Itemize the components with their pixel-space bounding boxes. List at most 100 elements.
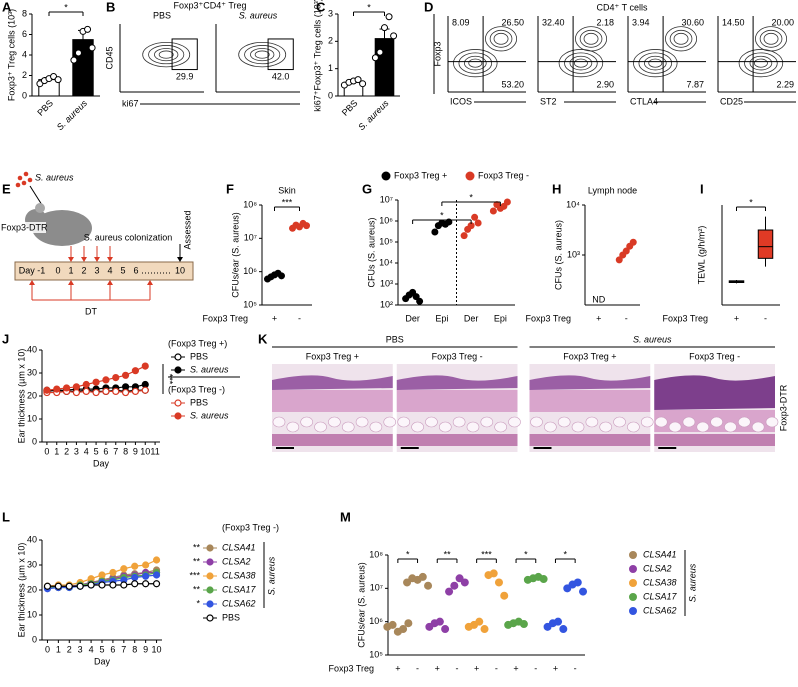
legend-marker [206,558,214,566]
label: S. aureus [35,172,74,182]
contour [250,48,275,62]
bacteria-icon [15,182,21,188]
data-point [109,581,117,589]
data-point [53,385,61,393]
x-tick-label: - [764,313,767,323]
adipose [466,421,480,433]
adipose [640,416,654,428]
x-tick-label: 8 [123,446,128,456]
y-tick-label: 2 [22,70,27,80]
y-tick-label: 20 [27,390,37,400]
bacteria-icon [27,177,33,183]
gate-value: 42.0 [272,71,290,81]
x-tick-label: + [734,313,739,323]
adipose [738,416,751,428]
adipose [654,416,668,428]
y-axis-label: CFUs/ear (S. aureus) [230,212,240,298]
y-tick-label: 10⁸ [369,549,383,559]
y-axis-label: CFUs (S. aureus) [366,217,376,287]
data-point [62,384,71,392]
x-tick-label: 5 [99,644,104,654]
adipose [438,421,452,433]
y-axis-label: Foxp3 [432,41,442,66]
quadrant-value: 8.09 [452,17,470,27]
adipose [411,421,424,433]
data-point [141,380,149,389]
legend-label: CLSA38 [643,577,677,587]
quadrant-value: 2.90 [596,79,614,89]
adipose [627,421,640,433]
y-axis-label: TEWL (g/h/m²) [696,226,706,285]
arrowhead [29,280,35,285]
x-axis-label: Foxp3 Treg [328,663,374,673]
condition-label: Foxp3 Treg + [306,351,359,361]
data-point [579,587,588,596]
arrowhead [81,257,87,262]
epidermis [529,375,651,390]
muscle [396,434,518,446]
epidermis [654,375,775,410]
data-point [519,620,528,629]
data-point [539,575,548,584]
x-tick-label: - [455,663,458,673]
arrowhead [107,257,113,262]
legend-marker [174,366,182,374]
mouse-body [32,210,92,246]
y-axis-label: Ear thickness (µm x 10) [16,349,26,444]
quadrant-value: 14.50 [722,17,745,27]
data-point [371,54,379,62]
y-tick-label: 10⁴ [566,199,580,209]
significance: * [406,549,410,559]
condition-label: Foxp3 Treg - [689,351,740,361]
data-point [74,49,82,57]
legend-marker [206,586,214,594]
y-tick-label: 10⁶ [369,616,383,626]
legend-label: PBS [190,397,208,407]
adipose [571,421,585,433]
panel-letter: B [106,0,115,14]
contour [458,52,493,74]
contour [238,41,287,68]
dermis [529,390,651,412]
x-axis-label: ki67 [122,98,139,108]
x-tick-label: Der [464,313,479,323]
data-point [82,380,90,389]
significance: *** [282,197,293,207]
contour [158,50,174,59]
adipose [613,416,626,428]
legend-label: PBS [190,351,208,361]
legend-marker [206,544,214,552]
legend-label: CLSA62 [222,598,256,608]
data-point [359,80,367,88]
x-tick-label: + [513,663,518,673]
x-tick-label: 9 [133,446,138,456]
data-point [500,591,509,600]
significance: * [64,2,68,12]
data-point [152,580,161,588]
data-point [152,571,161,579]
data-point [622,247,630,255]
x-tick-label: 1 [54,446,59,456]
contour [558,49,604,78]
y-tick-label: 1 [328,63,333,73]
data-point [460,578,469,587]
arrowhead [147,280,153,285]
data-point [390,32,398,40]
epidermis [396,375,518,390]
contour [673,32,689,45]
y-tick-label: 10⁶ [379,215,393,225]
contour [738,49,784,78]
data-point [141,362,149,370]
data-point [431,228,439,236]
panel-letter: M [340,509,351,524]
contour [489,29,513,48]
significance: * [367,2,371,12]
y-tick-label: 10³ [380,278,393,288]
legend-group: (Foxp3 Treg -) [168,384,225,394]
legend-label: S. aureus [190,410,229,420]
adipose [710,416,723,428]
legend-label: CLSA17 [222,584,257,594]
timeline-label: 10 [175,265,185,275]
data-point [388,620,397,629]
significance: *** [189,570,200,580]
